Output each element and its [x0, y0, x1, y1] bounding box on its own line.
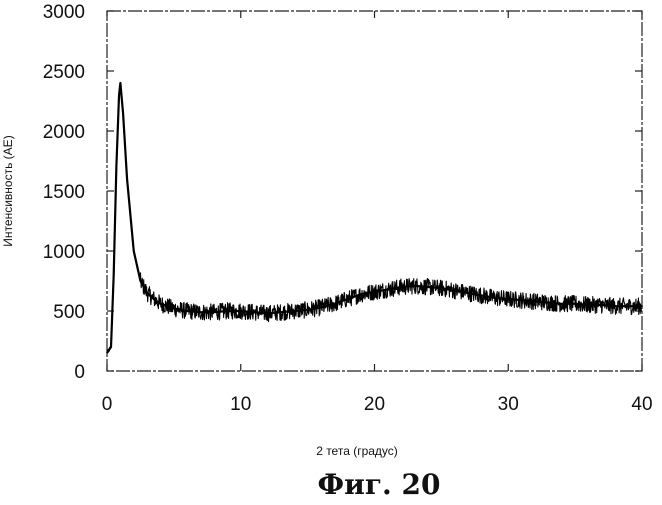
data-point — [307, 309, 309, 311]
data-point — [601, 304, 603, 306]
data-point — [153, 298, 155, 300]
data-point — [427, 286, 429, 288]
data-point — [561, 303, 563, 305]
data-point — [280, 311, 282, 313]
data-point — [173, 308, 175, 310]
data-point — [113, 274, 115, 276]
x-tick-label: 10 — [230, 394, 251, 415]
data-point — [213, 311, 215, 313]
data-point — [454, 290, 456, 292]
y-tick-label: 1000 — [43, 242, 85, 263]
data-point — [227, 310, 229, 312]
x-axis: 0 10 20 30 40 — [102, 11, 653, 415]
data-point — [360, 293, 362, 295]
x-tick-label: 0 — [102, 394, 113, 415]
data-point — [347, 298, 349, 300]
data-point — [293, 310, 295, 312]
data-point — [467, 292, 469, 294]
data-point — [200, 311, 202, 313]
data-point — [588, 304, 590, 306]
data-point — [116, 166, 118, 168]
data-point — [628, 305, 630, 307]
data-point — [122, 112, 124, 114]
data-point — [614, 305, 616, 307]
data-point — [507, 298, 509, 300]
data-point — [481, 295, 483, 297]
data-point — [521, 299, 523, 301]
data-point — [387, 289, 389, 291]
y-tick-label: 3000 — [43, 2, 85, 23]
data-point — [267, 313, 269, 315]
y-axis: 0 500 1000 1500 2000 2500 3000 — [43, 2, 642, 383]
data-point — [160, 303, 162, 305]
data-point — [400, 286, 402, 288]
data-point — [534, 301, 536, 303]
series-trend-line — [107, 83, 642, 353]
series — [106, 82, 643, 354]
figure-caption: Фиг. 20 — [318, 468, 441, 500]
data-point — [414, 285, 416, 287]
data-point — [166, 305, 168, 307]
data-point — [253, 311, 255, 313]
data-point — [240, 310, 242, 312]
data-point — [574, 303, 576, 305]
data-point — [118, 94, 120, 96]
x-tick-label: 20 — [364, 394, 385, 415]
data-point — [374, 291, 376, 293]
data-point — [120, 82, 122, 84]
data-point — [133, 250, 135, 252]
data-point — [641, 305, 643, 307]
y-tick-label: 0 — [74, 362, 85, 383]
data-point — [441, 287, 443, 289]
data-point — [106, 352, 108, 354]
data-point — [334, 303, 336, 305]
data-point — [320, 307, 322, 309]
data-point — [186, 310, 188, 312]
y-tick-label: 2500 — [43, 62, 85, 83]
y-tick-label: 2000 — [43, 122, 85, 143]
plot-frame — [107, 11, 642, 371]
data-point — [140, 280, 142, 282]
data-point — [548, 302, 550, 304]
y-axis-label: Интенсивность (АЕ) — [1, 135, 15, 246]
data-point — [146, 292, 148, 294]
data-point — [494, 297, 496, 299]
x-tick-label: 40 — [631, 394, 652, 415]
data-point — [110, 346, 112, 348]
y-tick-label: 500 — [53, 302, 85, 323]
data-point — [126, 178, 128, 180]
x-axis-label: 2 тета (градус) — [316, 444, 398, 458]
x-tick-label: 30 — [498, 394, 519, 415]
y-tick-label: 1500 — [43, 182, 85, 203]
series-line — [107, 84, 642, 353]
